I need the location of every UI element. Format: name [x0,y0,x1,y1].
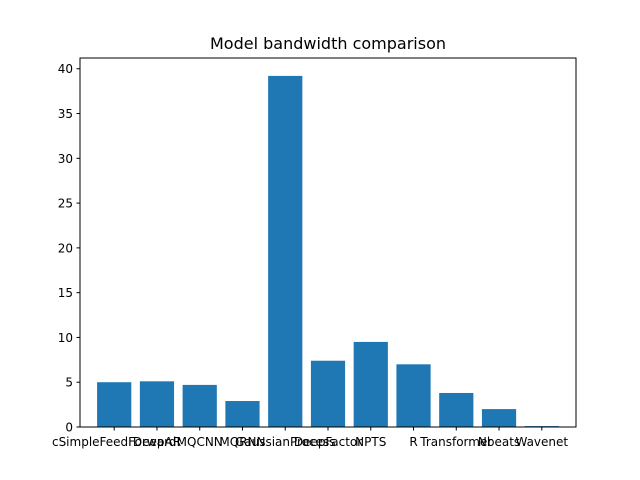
y-tick-label: 40 [58,62,73,76]
x-tick-label-csimplefeedforward: cSimpleFeedForward [52,435,176,449]
bar-csimplefeedforward [97,382,132,427]
bar-r [396,364,431,427]
x-tick-label-mqrnn: MQRNN [219,435,265,449]
x-tick-label-npts: NPTS [355,435,386,449]
x-tick-label-deepfactor: DeepFactor [294,435,362,449]
x-axis: cSimpleFeedForwardDeepARMQCNNMQRNNGaussi… [52,427,568,449]
bar-gaussianprocess [268,75,303,427]
bar-mqcnn [182,384,217,427]
bar-npts [353,341,388,427]
x-tick-label-mqcnn: MQCNN [177,435,223,449]
chart-title: Model bandwidth comparison [210,34,446,53]
y-tick-label: 10 [58,331,73,345]
y-tick-label: 20 [58,241,73,255]
y-tick-label: 25 [58,197,73,211]
y-tick-label: 15 [58,286,73,300]
bar-mqrnn [225,401,260,427]
y-axis: 0 5 10 15 20 25 30 35 40 [58,62,80,435]
bar-deepfactor [310,360,346,427]
y-tick-label: 5 [65,376,73,390]
bar-nbeats [481,409,517,427]
bar-deepar [139,381,175,427]
x-tick-label-gaussianprocess: GaussianProcess [235,435,336,449]
plot-frame [79,57,577,428]
y-tick-label: 0 [65,421,73,435]
bar-transformer [439,392,474,427]
y-tick-label: 30 [58,152,73,166]
y-tick-label: 35 [58,107,73,121]
x-tick-label-r: R [409,435,417,449]
x-tick-label-transformer: Transformer [419,435,492,449]
x-tick-label-wavenet: Wavenet [515,435,568,449]
x-tick-label-deepar: DeepAR [133,435,181,449]
x-tick-label-nbeats: Nbeats [478,435,520,449]
bars-group [97,75,559,427]
